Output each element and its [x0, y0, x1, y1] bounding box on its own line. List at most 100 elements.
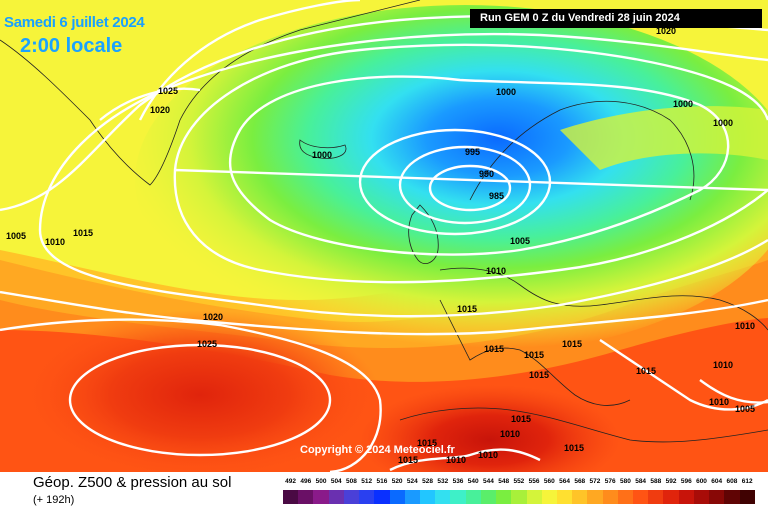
- scale-swatch: [313, 490, 329, 504]
- scale-label: 576: [604, 478, 616, 485]
- isobar-label: 1005: [510, 236, 530, 246]
- scale-swatch: [480, 490, 497, 504]
- scale-swatch: [526, 490, 542, 504]
- isobar-label: 1000: [713, 118, 733, 128]
- scale-swatch: [389, 490, 405, 504]
- scale-label: 536: [452, 478, 464, 485]
- scale-label: 496: [300, 478, 312, 485]
- isobar-label: 995: [465, 147, 480, 157]
- scale-label: 596: [680, 478, 692, 485]
- scale-swatch: [465, 490, 481, 504]
- isobar-985: [428, 164, 512, 212]
- isobar-label: 1015: [529, 370, 549, 380]
- isobar-label: 1015: [511, 414, 531, 424]
- isobar-1025-north: [99, 87, 201, 121]
- isobar-1020-south: [0, 318, 382, 472]
- scale-swatch: [678, 490, 694, 504]
- scale-label: 492: [285, 478, 297, 485]
- scale-label: 580: [619, 478, 631, 485]
- scale-label: 532: [437, 478, 449, 485]
- isobar-label: 1015: [417, 438, 437, 448]
- scale-swatch: [283, 490, 299, 504]
- north-africa-coast: [399, 407, 768, 443]
- isobar-label: 1000: [496, 87, 516, 97]
- isobar-label: 1025: [158, 86, 178, 96]
- scale-swatch: [404, 490, 420, 504]
- isobar-990: [398, 145, 532, 225]
- scale-swatch: [633, 490, 649, 504]
- isobar-label: 1010: [735, 321, 755, 331]
- scale-label: 564: [559, 478, 570, 485]
- isobar-1020-north: [138, 0, 361, 121]
- europe-north-coast: [439, 267, 768, 331]
- isobar-1000: [228, 75, 730, 256]
- scale-swatch: [511, 490, 527, 504]
- scale-label: 540: [467, 478, 479, 485]
- isobar-1025-high: [68, 343, 332, 457]
- isobar-label: 1025: [197, 339, 217, 349]
- scale-swatch: [572, 490, 588, 504]
- isobar-label: 1020: [150, 105, 170, 115]
- isobar-label: 1020: [203, 312, 223, 322]
- scale-label: 608: [726, 478, 738, 485]
- british-isles-outline: [408, 204, 439, 264]
- scale-swatch: [374, 490, 390, 504]
- scale-label: 548: [498, 478, 510, 485]
- scale-label: 612: [741, 478, 753, 485]
- color-scale-labels: 492 496 500 504 508 512 516 520 524 528 532 536 540 5…: [283, 478, 755, 488]
- scale-label: 588: [650, 478, 662, 485]
- color-scale-bar: [283, 490, 755, 504]
- scale-swatch: [709, 490, 725, 504]
- scale-swatch: [556, 490, 573, 504]
- scale-swatch: [450, 490, 466, 504]
- scale-label: 516: [376, 478, 388, 485]
- isobar-label: 1010: [446, 455, 466, 465]
- legend-subtitle: (+ 192h): [33, 494, 75, 506]
- isobars: [0, 0, 768, 472]
- isobar-label: 1000: [312, 150, 332, 160]
- isobar-1010-africa: [389, 448, 541, 472]
- isobar-1010: [38, 32, 768, 318]
- scale-label: 572: [589, 478, 601, 485]
- scale-swatch: [419, 490, 436, 504]
- isobar-label: 1015: [484, 344, 504, 354]
- isobar-1005: [173, 43, 768, 284]
- scale-swatch: [663, 490, 679, 504]
- scale-label: 500: [315, 478, 327, 485]
- isobar-1010-east: [599, 339, 768, 411]
- scale-label: 524: [406, 478, 418, 485]
- scale-label: 600: [696, 478, 707, 485]
- model-run-banner: Run GEM 0 Z du Vendredi 28 juin 2024: [470, 9, 762, 28]
- isobar-label: 1010: [709, 397, 729, 407]
- isobar-label: 1010: [713, 360, 733, 370]
- scale-swatch: [541, 490, 557, 504]
- scale-label: 528: [422, 478, 433, 485]
- scandinavia-outline: [469, 100, 695, 201]
- scale-label: 520: [391, 478, 403, 485]
- scale-swatch: [359, 490, 375, 504]
- scale-label: 508: [346, 478, 357, 485]
- legend-title: Géop. Z500 & pression au sol: [33, 474, 232, 491]
- scale-label: 568: [574, 478, 586, 485]
- scale-label: 512: [361, 478, 373, 485]
- isobar-label: 1005: [6, 231, 26, 241]
- scale-label: 560: [543, 478, 555, 485]
- isobar-label: 1000: [673, 99, 693, 109]
- mediterranean-north-coast: [439, 299, 631, 406]
- scale-swatch: [343, 490, 360, 504]
- geopotential-map: 1025 1020 1000 1000 995 990 985 1000 100…: [0, 0, 768, 472]
- scale-swatch: [739, 490, 755, 504]
- scale-label: 556: [528, 478, 540, 485]
- scale-label: 504: [330, 478, 342, 485]
- north-green-tongue: [560, 106, 768, 170]
- isobar-label-group: 1025 1020 1000 1000 995 990 985 1000 100…: [6, 26, 755, 465]
- isobar-label: 1015: [73, 228, 93, 238]
- scale-swatch: [617, 490, 634, 504]
- scale-label: 584: [635, 478, 647, 485]
- scale-label: 592: [665, 478, 677, 485]
- isobar-label: 985: [489, 191, 504, 201]
- scale-swatch: [298, 490, 314, 504]
- isobar-label: 1010: [500, 429, 520, 439]
- subtropical-high-east: [360, 385, 620, 472]
